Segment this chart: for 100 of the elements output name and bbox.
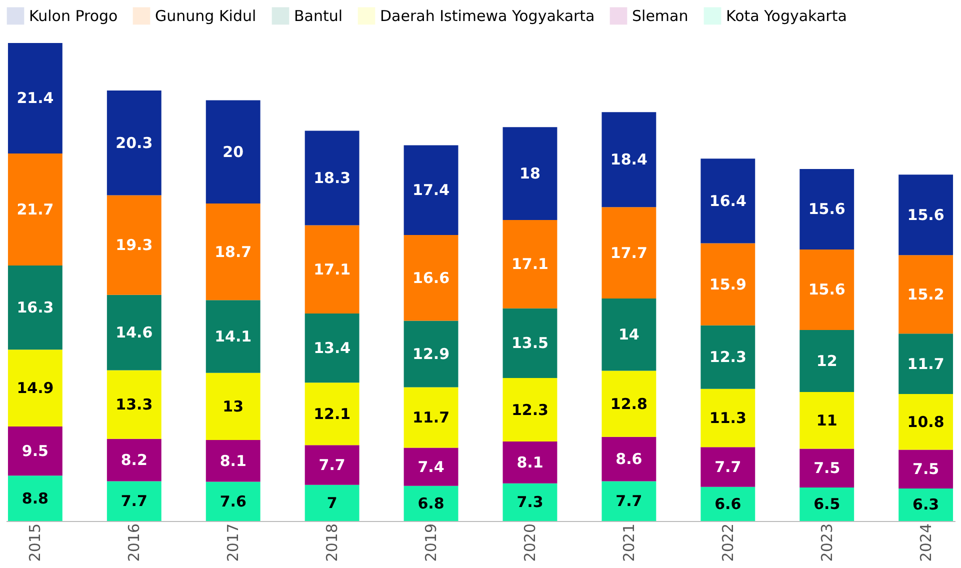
bar xyxy=(404,486,458,521)
x-tick-label: 2019 xyxy=(422,524,440,562)
bar xyxy=(304,225,360,314)
legend-label: Daerah Istimewa Yogyakarta xyxy=(380,6,595,25)
bar xyxy=(700,388,756,448)
legend-label: Bantul xyxy=(294,6,343,25)
data-label: 14.9 xyxy=(16,379,54,398)
data-label: 16.3 xyxy=(16,298,54,317)
bar xyxy=(206,100,260,204)
x-tick-label: 2022 xyxy=(718,524,737,562)
bar xyxy=(800,249,854,330)
bar xyxy=(106,438,162,482)
bar xyxy=(206,372,260,440)
data-label: 7.4 xyxy=(418,458,444,476)
data-label: 17.1 xyxy=(314,260,351,278)
bar xyxy=(502,378,558,442)
data-label: 7.7 xyxy=(714,458,742,476)
bar xyxy=(700,158,756,244)
bar xyxy=(502,127,558,220)
data-label: 12.3 xyxy=(709,348,746,366)
data-label: 7.7 xyxy=(318,456,346,474)
bar xyxy=(304,445,360,485)
bar xyxy=(106,294,162,370)
data-label: 17.4 xyxy=(412,181,450,200)
legend-label: Kota Yogyakarta xyxy=(726,6,847,25)
bar xyxy=(404,235,458,321)
bar xyxy=(106,481,162,521)
data-label: 7.5 xyxy=(814,459,840,478)
data-label: 7.3 xyxy=(516,493,544,512)
data-label: 7.5 xyxy=(912,460,940,478)
data-label: 6.6 xyxy=(714,494,742,513)
x-tick-label: 2023 xyxy=(818,524,836,562)
bar xyxy=(206,204,260,300)
bar xyxy=(602,112,656,208)
bar xyxy=(304,382,360,446)
bar xyxy=(304,484,360,521)
x-tick-label: 2018 xyxy=(323,524,342,562)
data-label: 8.1 xyxy=(220,452,246,470)
bar xyxy=(106,90,162,196)
bar xyxy=(8,426,62,476)
bar xyxy=(700,325,756,389)
data-label: 8.8 xyxy=(22,489,48,508)
bar xyxy=(602,370,656,437)
bar xyxy=(800,487,854,521)
bar xyxy=(206,300,260,373)
data-label: 15.2 xyxy=(907,285,944,304)
data-label: 12.9 xyxy=(412,345,450,364)
data-label: 11.7 xyxy=(412,408,450,426)
data-label: 8.1 xyxy=(516,453,544,472)
bar xyxy=(106,195,162,295)
bar xyxy=(206,482,260,521)
x-tick-label: 2017 xyxy=(224,524,242,562)
bar xyxy=(404,387,458,448)
data-label: 13.4 xyxy=(314,339,351,358)
data-label: 15.9 xyxy=(709,275,746,294)
data-label: 6.5 xyxy=(814,495,840,514)
x-tick-label: 2024 xyxy=(916,524,935,562)
bar xyxy=(304,130,360,226)
bar xyxy=(700,243,756,326)
data-label: 12.8 xyxy=(610,394,648,413)
data-label: 11.7 xyxy=(907,354,944,373)
bar xyxy=(106,370,162,439)
bar xyxy=(700,486,756,521)
bar xyxy=(602,481,656,521)
data-label: 10.8 xyxy=(907,412,944,431)
x-tick-label: 2016 xyxy=(125,524,144,562)
data-label: 18.7 xyxy=(214,242,252,261)
bar xyxy=(602,436,656,482)
bar xyxy=(898,334,954,394)
data-label: 21.7 xyxy=(16,200,54,218)
bar xyxy=(898,174,954,256)
data-label: 16.4 xyxy=(709,192,746,210)
bar xyxy=(502,308,558,378)
data-label: 14 xyxy=(618,326,640,344)
data-label: 6.3 xyxy=(912,496,940,514)
bar xyxy=(898,255,954,334)
legend-label: Kulon Progo xyxy=(29,6,118,25)
data-label: 18 xyxy=(520,164,540,183)
bar xyxy=(206,440,260,482)
data-label: 8.6 xyxy=(616,450,642,468)
bar xyxy=(602,207,656,299)
data-label: 7.7 xyxy=(120,492,148,510)
data-label: 17.7 xyxy=(610,244,648,262)
data-label: 11 xyxy=(816,411,838,430)
data-label: 17.1 xyxy=(511,255,548,274)
bar xyxy=(898,450,954,488)
data-label: 20 xyxy=(222,142,244,161)
data-label: 12 xyxy=(816,352,838,370)
bar xyxy=(898,394,954,450)
data-label: 13.5 xyxy=(511,334,548,352)
bar xyxy=(8,43,62,154)
bar xyxy=(602,298,656,371)
bar xyxy=(404,145,458,236)
data-label: 15.6 xyxy=(808,280,846,299)
legend-label: Gunung Kidul xyxy=(155,6,256,25)
bar xyxy=(404,448,458,486)
data-label: 16.6 xyxy=(412,268,450,287)
data-label: 8.2 xyxy=(120,451,148,470)
data-label: 7.6 xyxy=(220,492,246,510)
bar xyxy=(8,350,62,427)
